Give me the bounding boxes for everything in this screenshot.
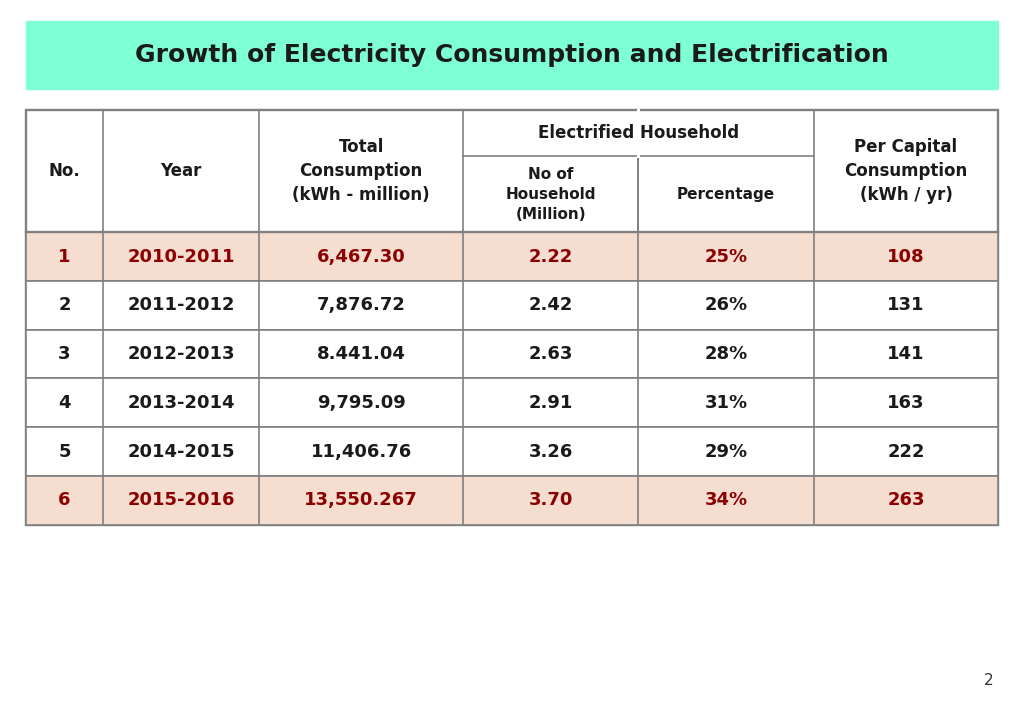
Text: 31%: 31% (705, 393, 748, 412)
Text: 8.441.04: 8.441.04 (316, 345, 406, 363)
Text: 1: 1 (58, 247, 71, 266)
Text: 2: 2 (58, 296, 71, 314)
Text: 9,795.09: 9,795.09 (316, 393, 406, 412)
Text: 2.22: 2.22 (528, 247, 573, 266)
Text: 2013-2014: 2013-2014 (128, 393, 234, 412)
Text: 25%: 25% (705, 247, 748, 266)
Text: 2.63: 2.63 (528, 345, 573, 363)
Text: 222: 222 (887, 442, 925, 461)
Text: 11,406.76: 11,406.76 (310, 442, 412, 461)
Text: No.: No. (48, 162, 81, 180)
Text: Total
Consumption
(kWh - million): Total Consumption (kWh - million) (293, 138, 430, 203)
Text: 4: 4 (58, 393, 71, 412)
Text: 2.91: 2.91 (528, 393, 573, 412)
Text: 131: 131 (887, 296, 925, 314)
Text: 2012-2013: 2012-2013 (128, 345, 234, 363)
Text: 7,876.72: 7,876.72 (316, 296, 406, 314)
Text: 28%: 28% (705, 345, 748, 363)
Text: 2010-2011: 2010-2011 (128, 247, 234, 266)
Text: Per Capital
Consumption
(kWh / yr): Per Capital Consumption (kWh / yr) (845, 138, 968, 203)
Text: Percentage: Percentage (677, 186, 775, 202)
Text: 34%: 34% (705, 491, 748, 509)
Text: 141: 141 (887, 345, 925, 363)
Text: 163: 163 (887, 393, 925, 412)
Text: 263: 263 (887, 491, 925, 509)
Text: No of
Household
(Million): No of Household (Million) (506, 167, 596, 222)
Text: 2015-2016: 2015-2016 (128, 491, 234, 509)
Text: 2011-2012: 2011-2012 (128, 296, 234, 314)
Text: 6,467.30: 6,467.30 (316, 247, 406, 266)
Text: 6: 6 (58, 491, 71, 509)
Text: 2.42: 2.42 (528, 296, 573, 314)
Text: 3.70: 3.70 (528, 491, 573, 509)
Text: 13,550.267: 13,550.267 (304, 491, 418, 509)
Text: Electrified Household: Electrified Household (538, 124, 739, 142)
Text: 3: 3 (58, 345, 71, 363)
Text: 2: 2 (984, 673, 993, 688)
Text: Growth of Electricity Consumption and Electrification: Growth of Electricity Consumption and El… (135, 43, 889, 67)
Text: 108: 108 (887, 247, 925, 266)
Text: 5: 5 (58, 442, 71, 461)
Text: Year: Year (161, 162, 202, 180)
Text: 29%: 29% (705, 442, 748, 461)
Text: 26%: 26% (705, 296, 748, 314)
Text: 3.26: 3.26 (528, 442, 573, 461)
Text: 2014-2015: 2014-2015 (128, 442, 234, 461)
